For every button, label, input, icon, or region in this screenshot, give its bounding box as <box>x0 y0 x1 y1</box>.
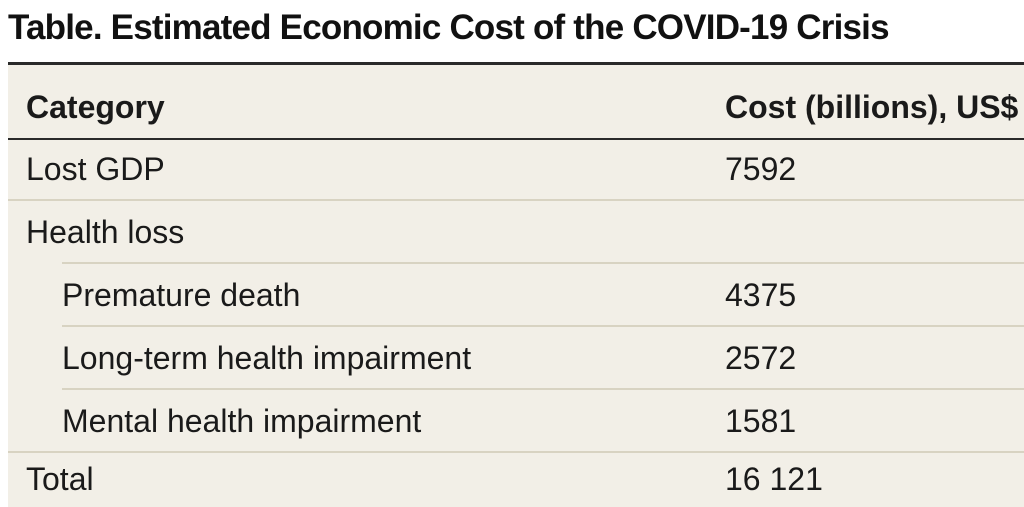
row-separator <box>62 262 1024 264</box>
header-category: Category <box>26 89 165 125</box>
row-category: Lost GDP <box>26 151 165 187</box>
row-separator <box>62 325 1024 327</box>
row-separator <box>8 199 1024 201</box>
row-separator <box>62 388 1024 390</box>
row-category: Mental health impairment <box>62 403 422 439</box>
table-row: Mental health impairment 1581 <box>8 390 1024 452</box>
row-cost: 4375 <box>725 277 797 313</box>
cost-table: Category Cost (billions), US$ Lost GDP 7… <box>8 62 1024 507</box>
table-row: Long-term health impairment 2572 <box>8 327 1024 389</box>
row-category: Total <box>26 461 94 497</box>
header-cost: Cost (billions), US$ <box>725 89 1019 125</box>
table-row: Lost GDP 7592 <box>8 138 1024 200</box>
row-category: Premature death <box>62 277 301 313</box>
row-cost: 2572 <box>725 340 797 376</box>
table-row-total: Total 16 121 <box>8 448 1024 507</box>
row-cost: 1581 <box>725 403 797 439</box>
row-separator <box>8 451 1024 453</box>
table-row: Health loss <box>8 201 1024 263</box>
table-title: Table. Estimated Economic Cost of the CO… <box>8 8 890 47</box>
row-category: Long-term health impairment <box>62 340 472 376</box>
row-category: Health loss <box>26 214 185 250</box>
table-row: Premature death 4375 <box>8 264 1024 326</box>
row-cost: 7592 <box>725 151 797 187</box>
row-cost: 16 121 <box>725 461 823 497</box>
table-header-row: Category Cost (billions), US$ <box>8 65 1024 140</box>
